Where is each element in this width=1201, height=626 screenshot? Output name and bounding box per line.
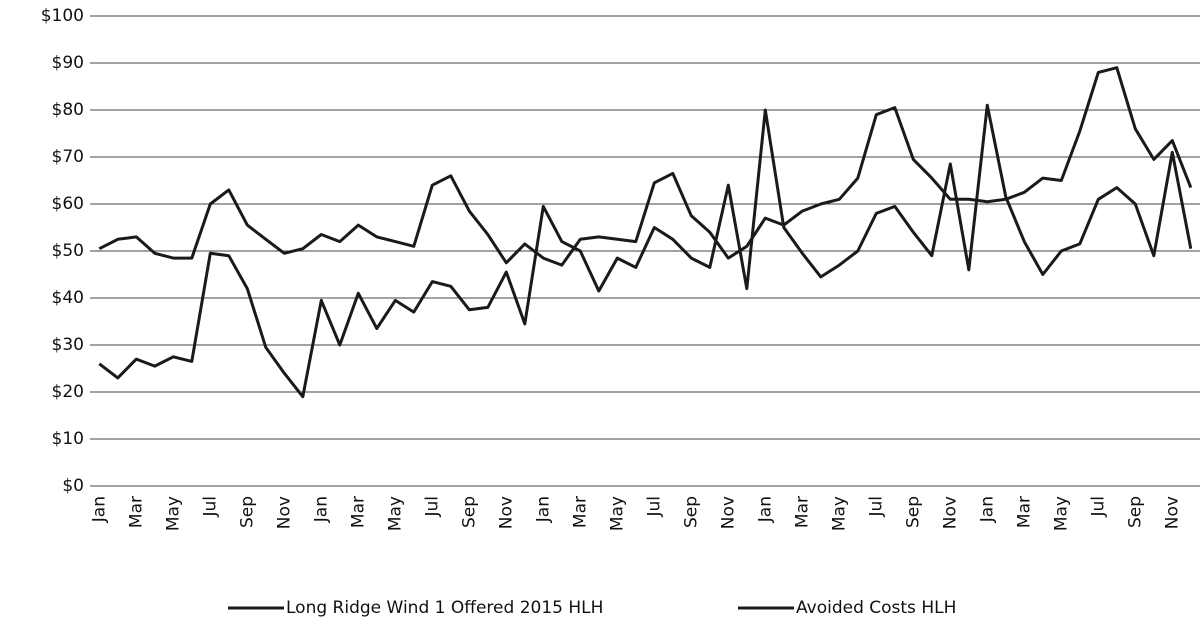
x-tick-label: Jan [533, 496, 553, 523]
y-tick-label: $90 [52, 53, 84, 73]
series-line [98, 103, 1193, 399]
series-line [98, 66, 1193, 267]
x-tick-label: Nov [496, 496, 516, 529]
x-tick-label: Nov [274, 496, 294, 529]
x-tick-label: Mar [570, 496, 590, 528]
y-tick-label: $10 [52, 429, 84, 449]
y-tick-label: $30 [52, 335, 84, 355]
x-tick-label: Sep [1125, 496, 1145, 528]
x-tick-label: Jul [422, 496, 442, 518]
x-tick-label: May [829, 496, 849, 531]
x-tick-label: May [163, 496, 183, 531]
x-tick-label: Sep [459, 496, 479, 528]
x-tick-label: Jan [977, 496, 997, 523]
x-tick-label: Mar [126, 496, 146, 528]
x-tick-label: Mar [792, 496, 812, 528]
y-tick-label: $20 [52, 382, 84, 402]
x-tick-label: May [385, 496, 405, 531]
x-tick-label: Sep [903, 496, 923, 528]
y-tick-label: $0 [62, 476, 84, 496]
x-tick-label: Sep [681, 496, 701, 528]
x-tick-label: Jan [311, 496, 331, 523]
x-tick-label: Jul [644, 496, 664, 518]
x-tick-label: Jul [200, 496, 220, 518]
x-tick-label: Mar [348, 496, 368, 528]
x-tick-label: Mar [1014, 496, 1034, 528]
x-tick-label: Jan [89, 496, 109, 523]
x-tick-label: Nov [940, 496, 960, 529]
y-tick-label: $60 [52, 194, 84, 214]
x-tick-label: May [607, 496, 627, 531]
legend-label: Long Ridge Wind 1 Offered 2015 HLH [286, 598, 603, 618]
x-tick-label: Nov [1162, 496, 1182, 529]
y-tick-label: $50 [52, 241, 84, 261]
y-tick-label: $100 [41, 6, 84, 26]
x-tick-label: Nov [718, 496, 738, 529]
x-tick-label: May [1051, 496, 1071, 531]
x-tick-label: Jul [866, 496, 886, 518]
y-tick-label: $70 [52, 147, 84, 167]
y-tick-label: $40 [52, 288, 84, 308]
x-tick-label: Sep [237, 496, 257, 528]
legend-label: Avoided Costs HLH [796, 598, 956, 618]
x-tick-label: Jan [755, 496, 775, 523]
x-tick-label: Jul [1088, 496, 1108, 518]
y-tick-label: $80 [52, 100, 84, 120]
